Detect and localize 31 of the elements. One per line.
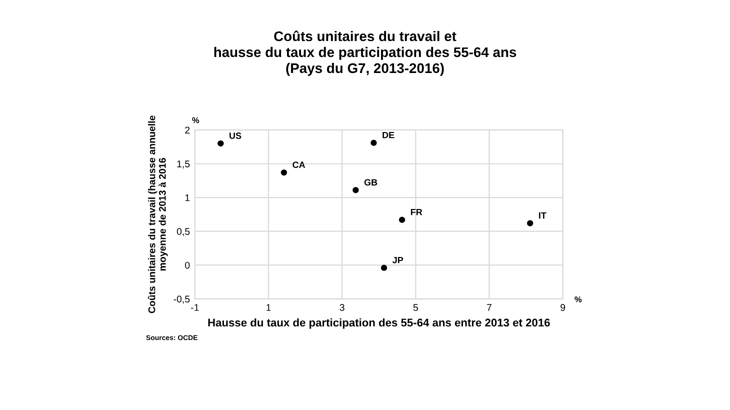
text: % bbox=[192, 117, 200, 124]
y-tick-label: 2 bbox=[185, 126, 190, 134]
x-tick-label: 9 bbox=[560, 304, 566, 311]
x-tick-label: 3 bbox=[340, 304, 344, 311]
text: % bbox=[574, 296, 582, 302]
point bbox=[280, 169, 288, 176]
annotation: CA bbox=[292, 162, 306, 168]
x-tick-label: 7 bbox=[487, 304, 492, 311]
point bbox=[370, 140, 377, 146]
y-tick-label: 1,5 bbox=[177, 160, 190, 169]
point bbox=[380, 264, 388, 271]
annotation: DE bbox=[382, 132, 394, 138]
point bbox=[526, 220, 534, 226]
y-tick-label: 0,5 bbox=[176, 228, 190, 236]
annotation: JP bbox=[392, 256, 404, 264]
annotation: US bbox=[230, 132, 242, 139]
x-axis-title: Hausse du taux de participation des 55-64 ans entre 2013 et 2016 bbox=[208, 318, 550, 329]
annotation: GB bbox=[364, 179, 378, 186]
y-tick-label: 1 bbox=[185, 194, 190, 202]
point bbox=[218, 140, 224, 147]
point bbox=[352, 187, 359, 194]
annotation: FR bbox=[410, 208, 422, 216]
y-tick-label: -0,5 bbox=[174, 296, 190, 304]
y-axis-title: Coûts unitaires du travail (hausse annuelle moyenne de 2013 à 2016 bbox=[148, 116, 168, 314]
annotation: IT bbox=[539, 212, 546, 219]
chart-title: Coûts unitaires du travail et hausse du taux de participation des 55-64 ans (Pays du G7, 2013-2016) bbox=[214, 30, 516, 76]
y-tick-label: 0 bbox=[185, 262, 190, 269]
x-tick-label: -1 bbox=[191, 304, 199, 311]
x-tick-label: 1 bbox=[266, 304, 271, 311]
point bbox=[398, 216, 406, 223]
x-tick-label: 5 bbox=[413, 304, 418, 311]
